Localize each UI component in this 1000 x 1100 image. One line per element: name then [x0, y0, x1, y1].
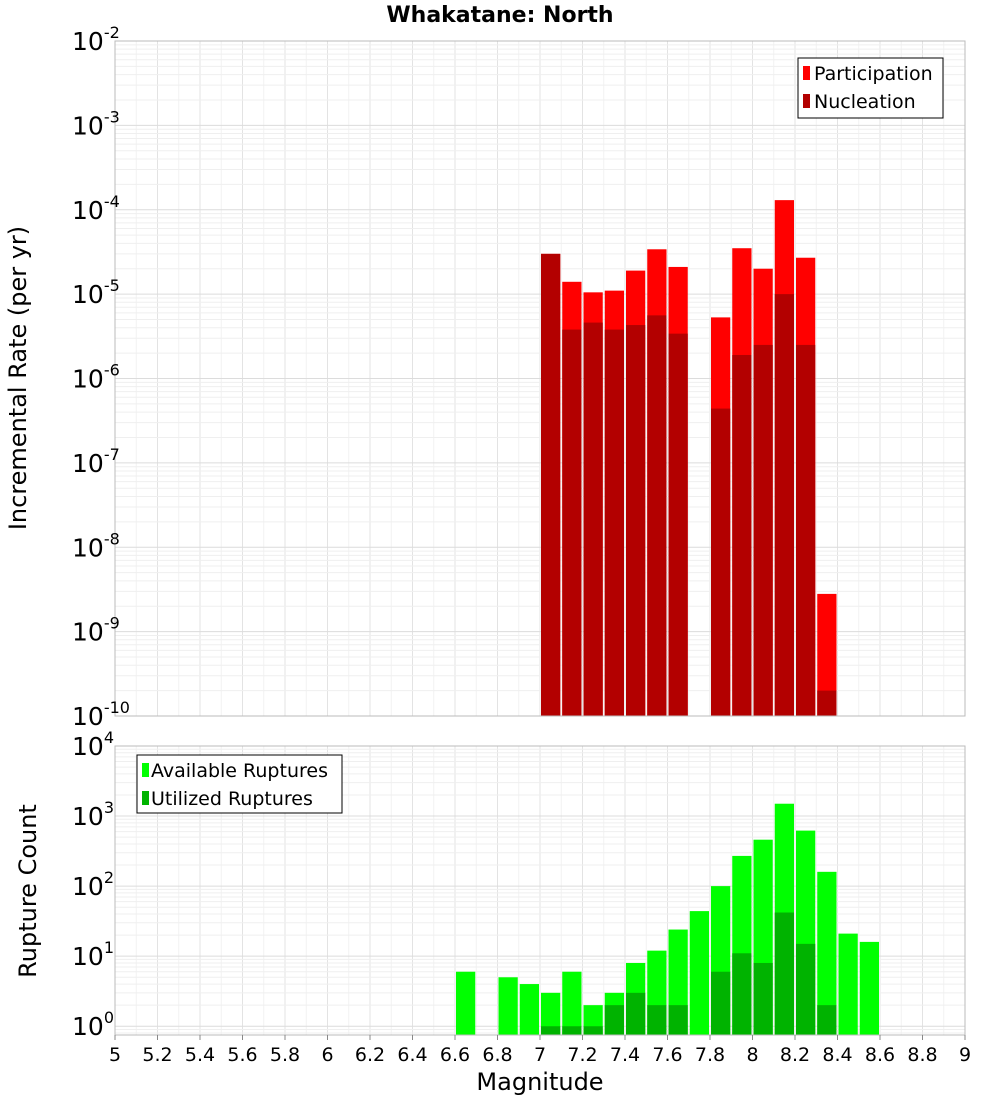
x-tick-label: 5	[109, 1044, 121, 1066]
y-tick-label: 103	[72, 798, 114, 831]
bar-utilized-ruptures	[562, 1026, 582, 1035]
bar-utilized-ruptures	[732, 953, 752, 1035]
x-tick-label: 5.2	[142, 1044, 172, 1066]
x-tick-label: 5.8	[270, 1044, 300, 1066]
x-tick-label: 8.6	[865, 1044, 895, 1066]
top-plot-y-axis-label: Incremental Rate (per yr)	[4, 226, 32, 530]
bar-utilized-ruptures	[774, 912, 794, 1035]
bar-available-ruptures	[498, 977, 518, 1035]
bar-utilized-ruptures	[647, 1005, 667, 1035]
x-tick-label: 7	[534, 1044, 546, 1066]
bar-available-ruptures	[689, 911, 709, 1035]
bar-nucleation	[647, 315, 667, 716]
bar-utilized-ruptures	[796, 943, 816, 1035]
x-tick-label: 6	[321, 1044, 333, 1066]
y-tick-label: 10-9	[72, 614, 120, 647]
legend-swatch-participation	[803, 66, 810, 80]
legend-label-nucleation: Nucleation	[814, 91, 916, 113]
bar-nucleation	[817, 690, 837, 716]
bottom-plot-y-ticks: 100 101 102 103 104	[72, 728, 114, 1041]
x-tick-label: 5.6	[227, 1044, 257, 1066]
top-plot-y-ticks: 10-10 10-9 10-8 10-7 10-6 10-5 10-4 10-3 10-2	[72, 23, 130, 731]
chart-title: Whakatane: North	[386, 3, 613, 28]
bar-nucleation	[541, 253, 561, 716]
x-axis-label: Magnitude	[476, 1068, 603, 1096]
bar-available-ruptures	[519, 984, 539, 1035]
bar-nucleation	[774, 294, 794, 716]
y-tick-label: 10-3	[72, 107, 120, 140]
bar-available-ruptures	[541, 992, 561, 1035]
y-tick-label: 10-6	[72, 361, 120, 394]
legend-label-available: Available Ruptures	[151, 760, 328, 782]
legend-label-utilized: Utilized Ruptures	[151, 788, 313, 810]
x-tick-label: 5.4	[185, 1044, 215, 1066]
bottom-plot-y-axis-label: Rupture Count	[14, 804, 42, 978]
x-tick-label: 8.4	[822, 1044, 852, 1066]
bar-available-ruptures	[562, 971, 582, 1035]
x-tick-label: 7.6	[652, 1044, 682, 1066]
y-tick-label: 10-4	[72, 192, 120, 225]
legend-swatch-nucleation	[803, 94, 810, 108]
bar-available-ruptures	[838, 933, 858, 1035]
bar-available-ruptures	[817, 871, 837, 1035]
y-tick-label: 10-10	[72, 698, 130, 731]
legend-swatch-utilized	[142, 791, 149, 805]
y-tick-label: 102	[72, 868, 114, 901]
top-plot-grid	[115, 41, 965, 716]
legend-box	[136, 754, 343, 814]
x-tick-label: 6.2	[355, 1044, 385, 1066]
bar-utilized-ruptures	[604, 1005, 624, 1035]
top-plot-frame	[114, 40, 966, 717]
bar-nucleation	[668, 333, 688, 716]
bar-nucleation	[626, 325, 646, 716]
y-tick-label: 104	[72, 728, 114, 761]
x-tick-label: 6.4	[397, 1044, 427, 1066]
x-tick-label: 6.6	[440, 1044, 470, 1066]
bar-nucleation	[796, 344, 816, 716]
y-tick-label: 10-5	[72, 276, 120, 309]
bar-nucleation	[732, 354, 752, 716]
bar-utilized-ruptures	[817, 1005, 837, 1035]
bottom-plot-bars	[456, 803, 879, 1035]
bar-nucleation	[562, 329, 582, 716]
y-tick-label: 10-7	[72, 445, 120, 478]
legend-box	[797, 57, 944, 119]
bar-utilized-ruptures	[583, 1026, 603, 1035]
bar-utilized-ruptures	[711, 971, 731, 1035]
bar-utilized-ruptures	[753, 962, 773, 1035]
bar-available-ruptures	[456, 971, 476, 1035]
bar-utilized-ruptures	[541, 1026, 561, 1035]
bar-available-ruptures	[859, 941, 879, 1035]
bar-utilized-ruptures	[668, 1005, 688, 1035]
x-tick-label: 8	[746, 1044, 758, 1066]
y-tick-label: 10-2	[72, 23, 120, 56]
y-tick-label: 10-8	[72, 529, 120, 562]
bar-participation	[817, 593, 837, 716]
bottom-plot-x-ticks: 5 5.2 5.4 5.6 5.8 6 6.2 6.4 6.6 6.8 7 7.2 7.4 7.6 7.8 8…	[109, 1035, 971, 1066]
bar-nucleation	[711, 408, 731, 716]
x-tick-label: 7.2	[567, 1044, 597, 1066]
x-tick-label: 8.2	[780, 1044, 810, 1066]
top-plot-bars	[541, 200, 837, 717]
x-tick-label: 6.8	[482, 1044, 512, 1066]
legend-label-participation: Participation	[814, 63, 933, 85]
x-tick-label: 7.8	[695, 1044, 725, 1066]
bar-utilized-ruptures	[626, 992, 646, 1035]
x-tick-label: 7.4	[610, 1044, 640, 1066]
x-tick-label: 8.8	[907, 1044, 937, 1066]
y-tick-label: 101	[72, 938, 114, 971]
bottom-plot-legend: Available Ruptures Utilized Ruptures	[136, 754, 343, 814]
y-tick-label: 100	[72, 1008, 114, 1041]
bar-nucleation	[604, 329, 624, 716]
x-tick-label: 9	[959, 1044, 971, 1066]
legend-swatch-available	[142, 763, 149, 777]
bar-nucleation	[753, 344, 773, 716]
top-plot-legend: Participation Nucleation	[797, 57, 944, 119]
bar-nucleation	[583, 322, 603, 716]
